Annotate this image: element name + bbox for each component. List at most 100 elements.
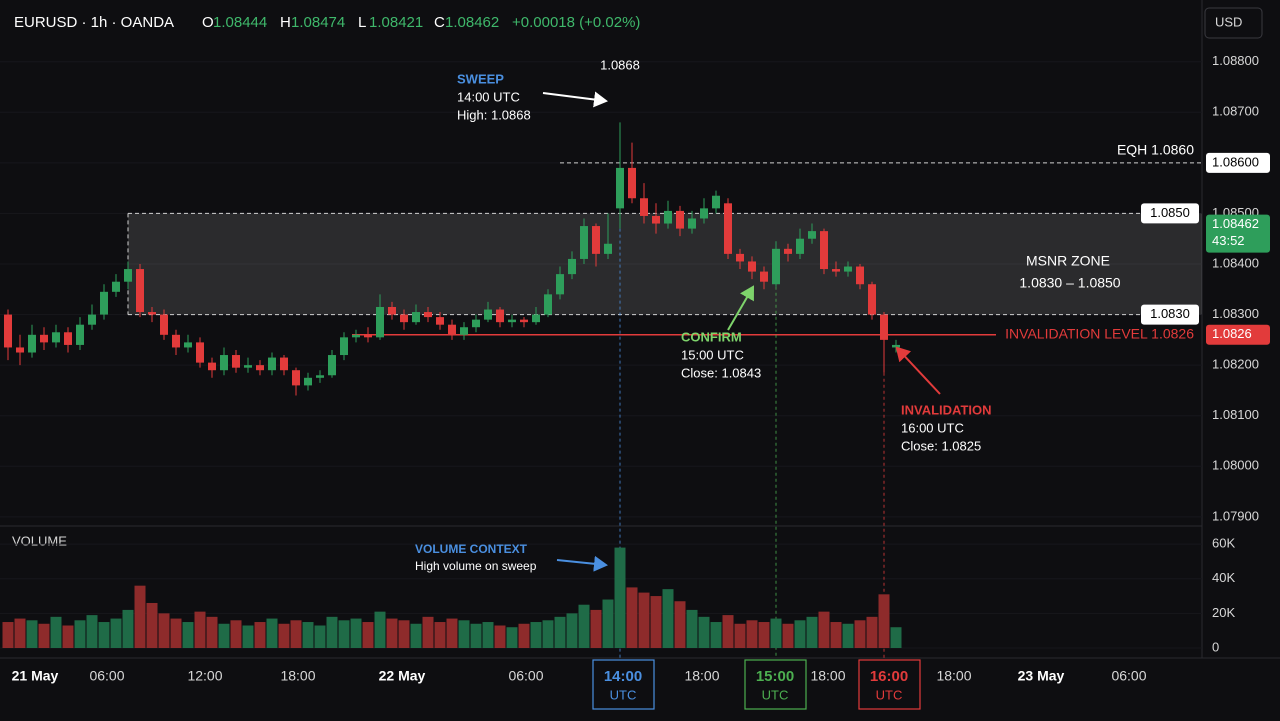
zone-price-label: 1.0830 xyxy=(1150,306,1190,321)
candle-body xyxy=(172,334,180,348)
candle-body xyxy=(712,195,720,209)
volume-bar xyxy=(626,587,638,648)
volume-bar xyxy=(674,601,686,648)
invalidation-price-box xyxy=(1206,324,1270,345)
annotation-line: 16:00 UTC xyxy=(901,420,964,435)
annotation-title: CONFIRM xyxy=(681,329,742,344)
currency-box[interactable] xyxy=(1204,7,1263,39)
x-tick-label: 18:00 xyxy=(684,668,719,684)
volume-bar xyxy=(86,615,98,648)
volume-bar xyxy=(158,613,170,648)
invalidation-level-label: INVALIDATION LEVEL 1.0826 xyxy=(1005,326,1194,342)
volume-bar xyxy=(458,620,470,648)
annotation-title: INVALIDATION xyxy=(901,402,992,417)
volume-bar xyxy=(410,623,422,648)
candle-body xyxy=(520,319,528,323)
volume-bar xyxy=(254,622,266,648)
marker-time: 15:00 xyxy=(756,668,794,685)
volume-bar xyxy=(206,616,218,648)
candle-body xyxy=(244,365,252,368)
candle-body xyxy=(580,226,588,259)
volume-title: VOLUME xyxy=(12,533,67,548)
volume-bar xyxy=(170,618,182,648)
sweep-high-label: 1.0868 xyxy=(600,57,640,72)
change: +0.00018 (+0.02%) xyxy=(512,14,640,31)
candle-body xyxy=(640,198,648,216)
volume-bar xyxy=(482,622,494,648)
volume-tick-label: 0 xyxy=(1212,639,1219,654)
candle-body xyxy=(232,355,240,368)
candle-body xyxy=(148,312,156,315)
volume-bar xyxy=(566,613,578,648)
volume-bar xyxy=(650,596,662,648)
volume-bar xyxy=(50,616,62,648)
candle-body xyxy=(568,258,576,275)
candle-body xyxy=(676,210,684,229)
volume-bar xyxy=(878,594,890,648)
y-tick-label: 1.08800 xyxy=(1212,53,1259,68)
ohlc-label: L xyxy=(358,14,366,31)
volume-bar xyxy=(398,620,410,648)
x-tick-label: 18:00 xyxy=(810,668,845,684)
candle-body xyxy=(760,271,768,282)
candle-body xyxy=(376,306,384,338)
volume-bar xyxy=(830,622,842,648)
y-tick-label: 1.07900 xyxy=(1212,508,1259,523)
volume-bar xyxy=(746,620,758,648)
zone-range: 1.0830 – 1.0850 xyxy=(1019,275,1120,291)
volume-bar xyxy=(722,615,734,648)
marker-time-box xyxy=(744,659,807,710)
candle-body xyxy=(772,248,780,285)
volume-bar xyxy=(110,618,122,648)
volume-bar xyxy=(314,625,326,648)
ohlc-value: 1.08462 xyxy=(445,14,499,31)
volume-bar xyxy=(2,622,14,648)
y-tick-label: 1.08600 xyxy=(1212,154,1259,169)
annotation-line: High: 1.0868 xyxy=(457,107,531,122)
volume-bar xyxy=(266,618,278,648)
candle-body xyxy=(808,231,816,239)
volume-bar xyxy=(14,618,26,648)
candle-body xyxy=(844,266,852,272)
candle-body xyxy=(688,218,696,229)
volume-bar xyxy=(866,616,878,648)
candle-body xyxy=(460,327,468,335)
x-tick-label: 21 May xyxy=(12,668,59,684)
volume-bar xyxy=(602,599,614,648)
countdown: 43:52 xyxy=(1212,233,1245,248)
candle-body xyxy=(868,284,876,315)
candle-body xyxy=(508,319,516,323)
candle-body xyxy=(160,314,168,335)
y-tick-label: 1.08700 xyxy=(1212,104,1259,119)
candle-body xyxy=(76,324,84,345)
volume-bar xyxy=(854,620,866,648)
currency[interactable]: USD xyxy=(1215,14,1242,29)
volume-bar xyxy=(302,622,314,648)
candle-body xyxy=(796,238,804,254)
arrow xyxy=(556,555,608,572)
last-price-box xyxy=(1206,214,1270,253)
x-tick-label: 23 May xyxy=(1018,668,1065,684)
candle-body xyxy=(328,355,336,376)
volume-bar xyxy=(434,622,446,648)
candle-body xyxy=(448,324,456,335)
volume-bar xyxy=(638,592,650,648)
marker-tz: UTC xyxy=(762,687,789,702)
candle-body xyxy=(592,226,600,254)
volume-bar xyxy=(422,616,434,648)
volume-bar xyxy=(38,623,50,648)
volume-bar xyxy=(590,609,602,648)
volume-bar xyxy=(506,627,518,648)
marker-tz: UTC xyxy=(876,687,903,702)
ohlc-label: H xyxy=(280,14,291,31)
volume-bar xyxy=(338,620,350,648)
volume-bar xyxy=(518,623,530,648)
y-tick-label: 1.08300 xyxy=(1212,306,1259,321)
volume-bar xyxy=(542,620,554,648)
candle-body xyxy=(40,334,48,343)
candle-body xyxy=(4,314,12,348)
candle-body xyxy=(556,274,564,295)
arrow xyxy=(542,91,608,108)
zone-title: MSNR ZONE xyxy=(1026,253,1110,269)
volume-tick-label: 60K xyxy=(1212,536,1235,551)
